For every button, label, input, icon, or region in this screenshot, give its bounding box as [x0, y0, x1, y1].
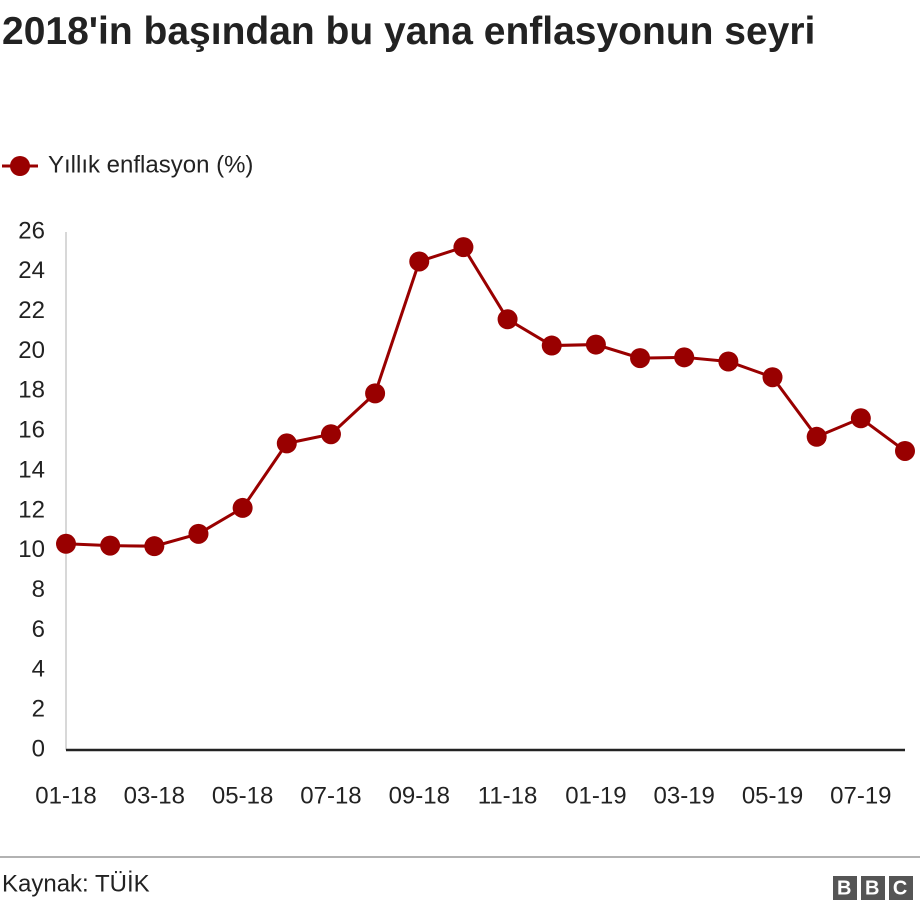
y-tick-label: 26 — [18, 217, 45, 244]
marker — [497, 309, 518, 330]
logo-text: BBC — [837, 877, 920, 899]
x-tick-label: 03-19 — [654, 782, 715, 809]
y-tick-label: 24 — [18, 257, 45, 284]
x-tick-label: 03-18 — [124, 782, 185, 809]
marker — [806, 426, 827, 447]
x-tick-label: 09-18 — [389, 782, 450, 809]
logo: BBC — [833, 876, 920, 900]
marker — [320, 424, 341, 445]
marker — [718, 351, 739, 372]
marker — [895, 440, 915, 461]
x-tick-label: 07-19 — [830, 782, 891, 809]
marker — [100, 535, 121, 556]
marker — [453, 237, 474, 258]
marker — [144, 536, 165, 557]
marker — [585, 334, 606, 355]
marker — [188, 523, 209, 544]
y-tick-label: 22 — [18, 297, 45, 324]
x-tick-label: 01-19 — [565, 782, 626, 809]
y-tick-label: 6 — [32, 616, 45, 643]
line — [65, 245, 906, 548]
x-tick-label: 07-18 — [300, 782, 361, 809]
marker — [232, 497, 253, 518]
marker — [56, 533, 76, 554]
y-tick-label: 18 — [18, 377, 45, 404]
y-tick-label: 4 — [32, 656, 45, 683]
y-tick-label: 12 — [18, 496, 45, 523]
y-tick-label: 14 — [18, 456, 45, 483]
source: Kaynak: TÜİK — [2, 870, 150, 897]
y-tick-label: 20 — [18, 337, 45, 364]
y-tick-label: 16 — [18, 417, 45, 444]
marker — [365, 383, 386, 404]
x-tick-label: 01-18 — [35, 782, 96, 809]
y-tick-label: 8 — [32, 576, 45, 603]
marker — [409, 251, 430, 272]
marker — [674, 347, 695, 368]
y-tick-label: 0 — [32, 735, 45, 762]
marker — [850, 408, 871, 429]
y-tick-label: 2 — [32, 695, 45, 722]
x-tick-label: 05-18 — [212, 782, 273, 809]
marker — [276, 433, 297, 454]
legend-label: Yıllık enflasyon (%) — [48, 151, 253, 178]
marker — [762, 367, 783, 388]
y-tick-label: 10 — [18, 536, 45, 563]
marker — [630, 348, 651, 369]
marker — [541, 335, 562, 356]
x-tick-label: 05-19 — [742, 782, 803, 809]
chart-title: 2018'in başından bu yana enflasyonun sey… — [2, 10, 816, 53]
legend-marker — [10, 156, 30, 176]
x-tick-label: 11-18 — [478, 782, 538, 809]
